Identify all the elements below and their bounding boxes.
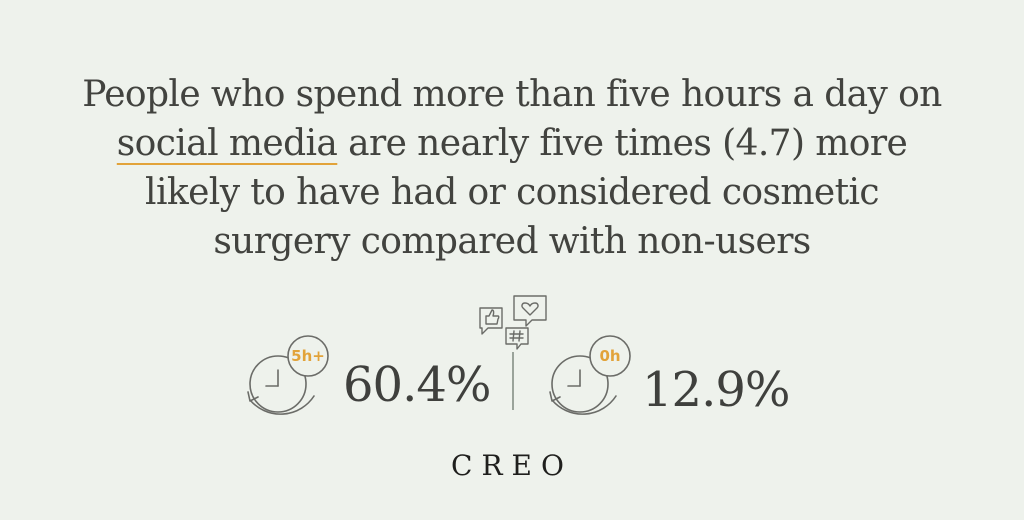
headline-line-2-rest: are nearly five times (4.7) more — [337, 123, 908, 164]
headline-line-2: social media are nearly five times (4.7)… — [62, 119, 962, 168]
badge-5h: 5h+ — [291, 347, 325, 365]
brand-logo: CREO — [451, 449, 573, 482]
clock-5h-icon: 5h+ — [247, 335, 329, 415]
headline-line-3: likely to have had or considered cosmeti… — [145, 172, 879, 213]
thumbs-up-icon — [479, 307, 503, 335]
social-media-highlight: social media — [116, 123, 338, 164]
headline-line-4: surgery compared with non-users — [213, 221, 811, 262]
stat-5h-value: 60.4% — [343, 357, 491, 413]
clock-0h-icon: 0h — [549, 335, 631, 415]
badge-0h: 0h — [599, 347, 620, 365]
divider — [512, 352, 514, 410]
stat-0h-value: 12.9% — [642, 362, 790, 418]
heart-bubble-icon — [513, 295, 547, 327]
headline: People who spend more than five hours a … — [62, 70, 962, 266]
social-icons-cluster — [479, 295, 547, 350]
headline-line-1: People who spend more than five hours a … — [82, 74, 942, 115]
hashtag-bubble-icon — [505, 327, 529, 350]
